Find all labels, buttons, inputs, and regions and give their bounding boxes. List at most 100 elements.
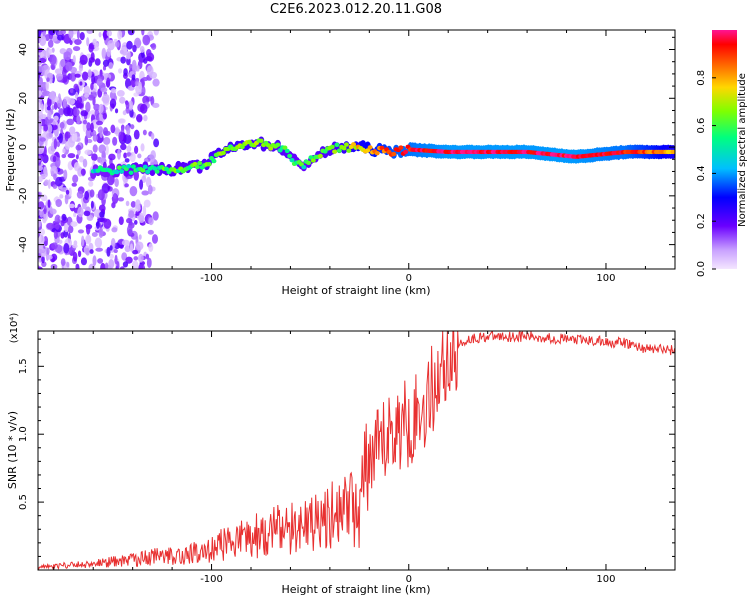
heatmap-noise-cell — [74, 91, 79, 100]
heatmap-noise-cell — [50, 165, 58, 177]
heatmap-noise-cell — [94, 109, 100, 118]
heatmap-noise-cell — [38, 86, 43, 91]
heatmap-noise-cell — [38, 248, 43, 254]
heatmap-noise-cell — [38, 234, 45, 245]
heatmap-noise-cell — [85, 101, 91, 113]
heatmap-noise-cell — [126, 125, 131, 136]
heatmap-ridge-core — [351, 142, 357, 147]
heatmap-noise-cell — [68, 187, 72, 197]
heatmap-noise-cell — [102, 59, 110, 67]
heatmap-noise-cell — [135, 210, 140, 216]
spectrogram-y-tick-label: 40 — [18, 43, 29, 56]
heatmap-noise-cell — [53, 115, 59, 121]
heatmap-noise-cell — [52, 155, 57, 163]
heatmap-ridge-core — [367, 145, 373, 150]
heatmap-noise-cell — [109, 253, 114, 259]
heatmap-noise-cell — [152, 211, 159, 221]
snr-series-line — [38, 331, 675, 570]
heatmap-noise-cell — [127, 30, 135, 36]
heatmap-noise-cell — [65, 61, 73, 72]
heatmap-noise-cell — [90, 82, 94, 91]
spectrogram-y-tick-label: 0 — [18, 144, 29, 150]
heatmap-noise-cell — [106, 30, 113, 37]
heatmap-noise-cell — [84, 190, 90, 200]
heatmap-noise-cell — [79, 155, 84, 163]
heatmap-ridge-core — [282, 145, 288, 150]
heatmap-noise-cell — [53, 173, 57, 181]
heatmap-noise-cell — [102, 65, 107, 71]
heatmap-noise-cell — [79, 31, 85, 41]
heatmap-noise-cell — [126, 40, 133, 50]
heatmap-noise-cell — [107, 174, 115, 186]
snr-x-tick-label: -100 — [200, 574, 223, 585]
heatmap-noise-cell — [138, 263, 146, 269]
heatmap-ridge-core — [128, 170, 134, 175]
heatmap-noise-cell — [103, 30, 107, 41]
heatmap-noise-cell — [103, 218, 112, 229]
heatmap-noise-cell — [92, 144, 98, 153]
heatmap-noise-cell — [96, 221, 100, 229]
heatmap-noise-cell — [57, 34, 64, 41]
heatmap-noise-cell — [153, 138, 160, 148]
heatmap-noise-cell — [138, 253, 144, 263]
heatmap-noise-cell — [125, 106, 131, 114]
heatmap-noise-cell — [72, 251, 78, 262]
heatmap-noise-cell — [108, 62, 114, 70]
heatmap-ridge-core — [379, 145, 385, 151]
spectrogram-xlabel: Height of straight line (km) — [281, 284, 430, 297]
heatmap-noise-cell — [146, 65, 154, 76]
heatmap-noise-cell — [48, 124, 53, 134]
snr-y-tick-label: 1.5 — [18, 358, 29, 374]
spectrogram-y-ticks: -40 -20 0 20 40 — [18, 36, 675, 270]
heatmap-noise-cell — [72, 174, 79, 183]
heatmap-noise-cell — [148, 243, 154, 252]
heatmap-noise-cell — [142, 129, 147, 136]
heatmap-noise-cell — [124, 183, 129, 188]
heatmap-noise-cell — [102, 93, 110, 104]
heatmap-noise-cell — [141, 30, 145, 36]
heatmap-ridge-core — [287, 153, 293, 159]
heatmap-noise-cell — [65, 189, 70, 195]
heatmap-noise-cell — [81, 71, 89, 81]
heatmap-noise-cell — [120, 56, 127, 64]
snr-panel: -100 0 100 0.5 1.0 1.5 Height of straight li… — [6, 313, 676, 596]
heatmap-noise-cell — [82, 119, 88, 125]
heatmap-noise-cell — [135, 65, 140, 72]
heatmap-noise-cell — [97, 126, 104, 134]
heatmap-noise-cell — [38, 201, 45, 210]
heatmap-noise-cell — [88, 94, 95, 101]
heatmap-noise-cell — [41, 255, 45, 264]
heatmap-noise-cell — [141, 86, 146, 96]
heatmap-noise-cell — [89, 189, 95, 198]
heatmap-noise-cell — [66, 118, 75, 126]
heatmap-noise-cell — [89, 249, 94, 254]
heatmap-noise-cell — [63, 169, 68, 181]
heatmap-noise-cell — [51, 257, 56, 263]
heatmap-noise-cell — [46, 132, 54, 139]
spectrogram-x-ticks: -100 0 100 — [53, 30, 646, 284]
heatmap-noise-cell — [51, 64, 55, 70]
heatmap-noise-cell — [69, 88, 74, 94]
heatmap-noise-cell — [119, 266, 125, 269]
spectrogram-y-tick-label: -20 — [18, 188, 29, 204]
heatmap-noise-cell — [38, 47, 44, 53]
spectrogram-frame — [37, 29, 676, 270]
heatmap-noise-cell — [98, 144, 107, 154]
heatmap-noise-cell — [113, 248, 118, 254]
snr-x-ticks: -100 0 100 — [53, 331, 646, 585]
heatmap-noise-cell — [55, 198, 62, 208]
heatmap-noise-cell — [98, 103, 104, 114]
heatmap-noise-cell — [142, 34, 151, 46]
heatmap-noise-cell — [132, 249, 139, 255]
heatmap-noise-cell — [43, 212, 48, 222]
snr-x-tick-label: 0 — [406, 574, 412, 585]
heatmap-noise-cell — [78, 64, 84, 72]
heatmap-ridge-core — [275, 142, 281, 148]
heatmap-noise-cell — [74, 73, 81, 78]
heatmap-noise-cell — [142, 76, 149, 82]
heatmap-noise-cell — [86, 122, 91, 131]
heatmap-noise-cell — [131, 74, 136, 81]
heatmap-noise-cell — [151, 234, 158, 244]
heatmap-noise-cell — [93, 103, 101, 111]
heatmap-noise-cell — [107, 39, 115, 51]
